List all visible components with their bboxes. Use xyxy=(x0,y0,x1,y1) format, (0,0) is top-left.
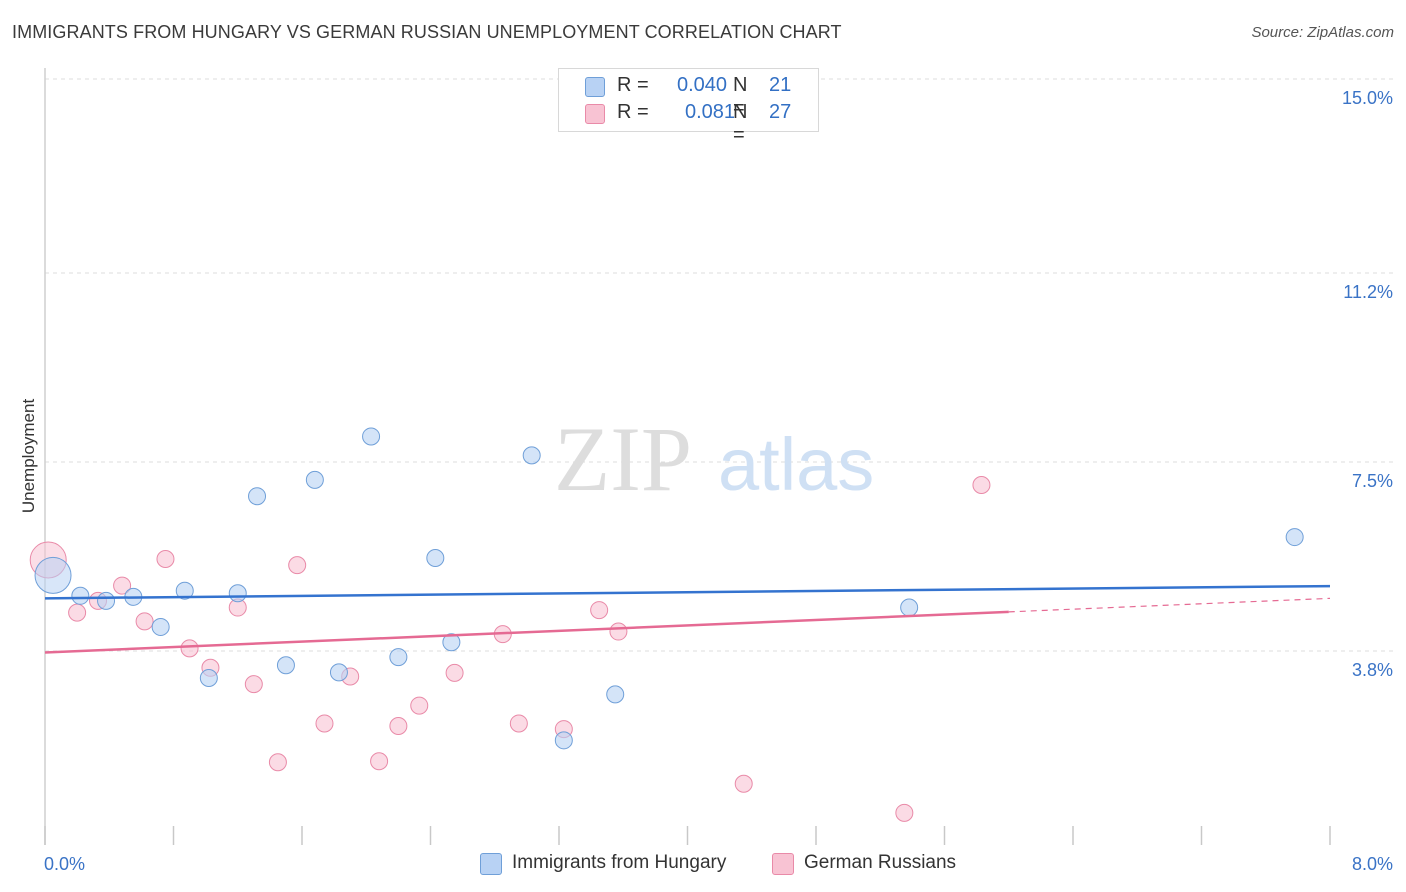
hungary-point xyxy=(199,669,218,688)
hungary-point xyxy=(228,584,247,603)
hungary-point xyxy=(329,663,348,682)
hungary-point xyxy=(248,487,267,506)
legend-swatch-hungary xyxy=(585,77,605,97)
german-russian-point xyxy=(509,714,528,733)
legend-r-value-hungary: 0.040 xyxy=(677,74,728,96)
y-tick-label: 11.2% xyxy=(1343,282,1393,302)
legend-n-label: N = xyxy=(733,101,748,146)
german-russian-point xyxy=(135,612,154,631)
hungary-point xyxy=(34,556,72,594)
legend-swatch-german-russians xyxy=(585,104,605,124)
hungary-point xyxy=(71,586,90,605)
hungary-point xyxy=(522,446,541,465)
german-russian-trend-line xyxy=(44,610,1009,654)
legend-n-value-german-russians: 27 xyxy=(769,101,792,123)
y-axis-label: Unemployment xyxy=(19,399,38,514)
hungary-point xyxy=(276,656,295,675)
bottom-legend-label-german-russians: German Russians xyxy=(804,852,957,873)
watermark-zip: ZIP xyxy=(554,408,692,510)
y-tick-label: 7.5% xyxy=(1352,471,1393,491)
german-russian-point xyxy=(389,717,408,736)
legend-r-label: R = xyxy=(617,101,649,123)
chart-title: IMMIGRANTS FROM HUNGARY VS GERMAN RUSSIA… xyxy=(12,22,842,42)
hungary-point xyxy=(175,581,194,600)
hungary-point xyxy=(362,427,381,446)
german-russian-point xyxy=(590,601,609,620)
german-russian-point xyxy=(68,603,87,622)
hungary-point xyxy=(151,617,170,636)
hungary-point xyxy=(305,470,324,489)
legend-n-label: N = xyxy=(733,74,748,119)
bottom-legend-label-hungary: Immigrants from Hungary xyxy=(512,852,727,873)
german-russian-point xyxy=(734,774,753,793)
x-tick-label: 0.0% xyxy=(44,854,85,874)
legend-r-value-german-russians: 0.081 xyxy=(685,101,736,123)
x-tick-label: 8.0% xyxy=(1352,854,1393,874)
y-tick-label: 3.8% xyxy=(1352,660,1393,680)
legend-r-label: R = xyxy=(617,74,649,96)
german-russian-point xyxy=(410,696,429,715)
german-russian-point xyxy=(370,752,389,771)
german-russian-point xyxy=(288,556,307,575)
german-russian-point xyxy=(895,803,914,822)
correlation-legend: R = 0.040 N = 21 R = 0.081 N = 27 xyxy=(558,68,819,146)
hungary-point xyxy=(426,549,445,568)
y-tick-label: 15.0% xyxy=(1342,88,1393,108)
hungary-point xyxy=(900,598,919,617)
german-russian-point xyxy=(315,714,334,733)
source-label: Source: ZipAtlas.com xyxy=(1251,24,1394,41)
bottom-legend-swatch-hungary xyxy=(480,853,502,875)
hungary-trend-line xyxy=(44,584,1331,600)
german-russian-point xyxy=(609,622,628,641)
german-russian-point xyxy=(244,675,263,694)
hungary-point xyxy=(554,731,573,750)
german-russian-trend-line-extension xyxy=(1008,597,1331,613)
legend-n-value-hungary: 21 xyxy=(769,74,792,96)
hungary-point xyxy=(97,591,116,610)
watermark-atlas: atlas xyxy=(718,423,874,506)
german-russian-point xyxy=(180,639,199,658)
german-russian-point xyxy=(113,576,132,595)
german-russian-point xyxy=(268,753,287,772)
german-russian-point xyxy=(972,475,991,494)
hungary-point xyxy=(606,685,625,704)
hungary-point xyxy=(1285,528,1304,547)
hungary-point xyxy=(389,648,408,667)
german-russian-point xyxy=(445,663,464,682)
german-russian-point xyxy=(156,550,175,569)
hungary-point xyxy=(442,633,461,652)
bottom-legend-swatch-german-russians xyxy=(772,853,794,875)
